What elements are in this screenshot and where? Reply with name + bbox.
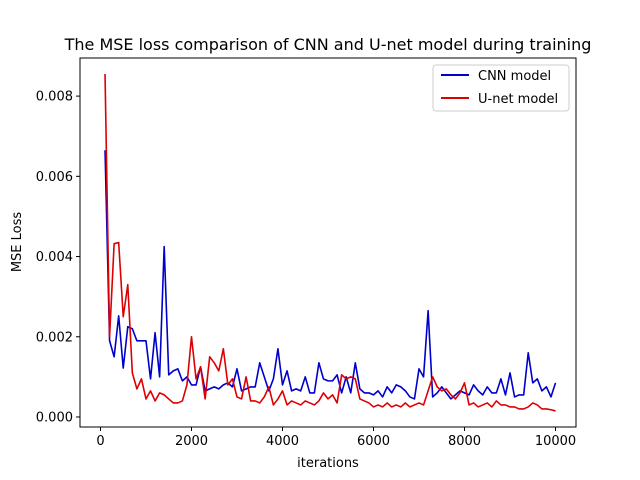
series-line-u-net-model: [104, 74, 556, 412]
x-axis-label: iterations: [297, 456, 359, 471]
x-tick-label: 4000: [266, 434, 299, 449]
y-tick-label: 0.002: [36, 330, 73, 345]
legend-label-u-net-model: U-net model: [478, 92, 558, 107]
y-tick-label: 0.008: [36, 90, 73, 105]
plot-lines: [104, 74, 557, 412]
x-tick-label: 6000: [357, 434, 390, 449]
legend-label-cnn-model: CNN model: [478, 69, 551, 84]
chart-title: The MSE loss comparison of CNN and U-net…: [64, 35, 592, 54]
y-axis-ticks: 0.000 0.002 0.004 0.006 0.008: [36, 90, 80, 425]
legend-box: [432, 64, 570, 112]
x-tick-label: 2000: [175, 434, 208, 449]
y-tick-label: 0.004: [36, 250, 73, 265]
series-line-cnn-model: [104, 150, 557, 400]
y-axis-label: MSE Loss: [10, 212, 25, 273]
y-tick-label: 0.000: [36, 410, 73, 425]
axes-frame: [79, 57, 577, 428]
x-tick-label: 10000: [535, 434, 576, 449]
x-tick-label: 8000: [448, 434, 481, 449]
legend: CNN model U-net model: [432, 64, 570, 112]
x-tick-label: 0: [96, 434, 104, 449]
x-axis-ticks: 0 2000 4000 6000 8000 10000: [96, 427, 576, 449]
y-tick-label: 0.006: [36, 170, 73, 185]
